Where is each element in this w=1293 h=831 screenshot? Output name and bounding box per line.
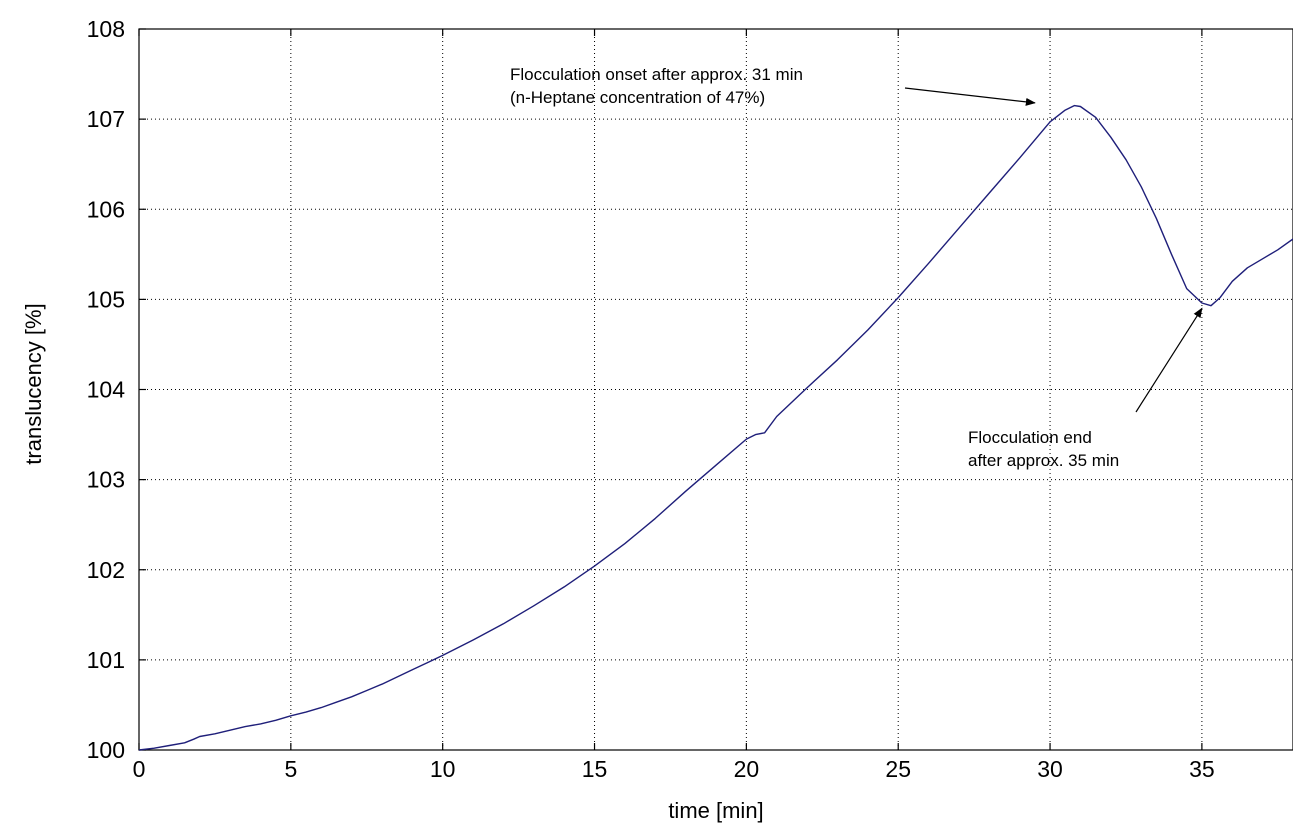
annotation-arrow bbox=[904, 87, 1036, 106]
annotation-text: Flocculation onset after approx. 31 min bbox=[510, 65, 803, 84]
x-tick-label: 15 bbox=[582, 756, 608, 782]
annotation-arrow bbox=[1135, 307, 1203, 413]
series-line-0 bbox=[138, 104, 1293, 751]
grid bbox=[139, 29, 1293, 750]
series-group bbox=[138, 104, 1293, 751]
y-tick-label: 105 bbox=[87, 286, 125, 312]
y-tick-label: 100 bbox=[87, 737, 125, 763]
x-tick-label: 25 bbox=[885, 756, 911, 782]
y-tick-label: 101 bbox=[87, 647, 125, 673]
annotation-2: Flocculation end after approx. 35 min bbox=[968, 307, 1203, 470]
annotations: Flocculation onset after approx. 31 min (… bbox=[510, 65, 1203, 470]
y-tick-label: 107 bbox=[87, 106, 125, 132]
y-tick-label: 108 bbox=[87, 16, 125, 42]
x-tick-label: 5 bbox=[284, 756, 297, 782]
x-tick-label: 35 bbox=[1189, 756, 1215, 782]
annotation-text: after approx. 35 min bbox=[968, 451, 1119, 470]
y-tick-label: 106 bbox=[87, 196, 125, 222]
x-tick-label: 10 bbox=[430, 756, 456, 782]
y-tick-label: 104 bbox=[87, 377, 126, 403]
annotation-text: Flocculation end bbox=[968, 428, 1092, 447]
annotation-1: Flocculation onset after approx. 31 min (… bbox=[510, 65, 1036, 107]
x-axis-label: time [min] bbox=[668, 798, 763, 823]
x-tick-label: 30 bbox=[1037, 756, 1063, 782]
y-tick-label: 103 bbox=[87, 467, 125, 493]
y-tick-label: 102 bbox=[87, 557, 125, 583]
y-axis-label: translucency [%] bbox=[21, 303, 46, 464]
x-tick-label: 20 bbox=[734, 756, 760, 782]
x-tick-label: 0 bbox=[133, 756, 146, 782]
plot-area-frame bbox=[138, 28, 1293, 751]
annotation-text: (n-Heptane concentration of 47%) bbox=[510, 88, 765, 107]
axis-ticks: 0 5 10 15 20 25 30 35 100 101 102 103 104 105 106 107 10… bbox=[87, 16, 1215, 782]
